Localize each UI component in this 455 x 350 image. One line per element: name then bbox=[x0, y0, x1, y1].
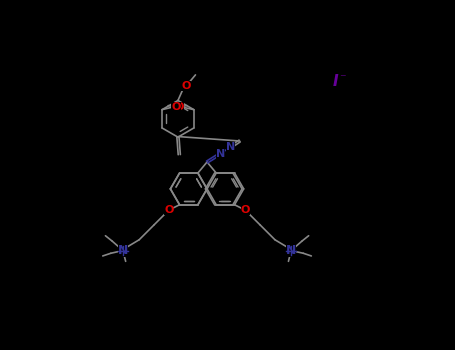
Text: N: N bbox=[226, 142, 235, 152]
Text: O: O bbox=[182, 80, 191, 91]
Text: O: O bbox=[174, 102, 184, 112]
Text: O: O bbox=[241, 205, 250, 215]
Text: N: N bbox=[286, 244, 296, 257]
Text: N: N bbox=[118, 244, 128, 257]
Text: O: O bbox=[172, 102, 181, 112]
Text: O: O bbox=[164, 205, 173, 215]
Text: N: N bbox=[216, 149, 225, 159]
Text: ⁻: ⁻ bbox=[339, 72, 346, 85]
Text: I: I bbox=[333, 74, 339, 89]
